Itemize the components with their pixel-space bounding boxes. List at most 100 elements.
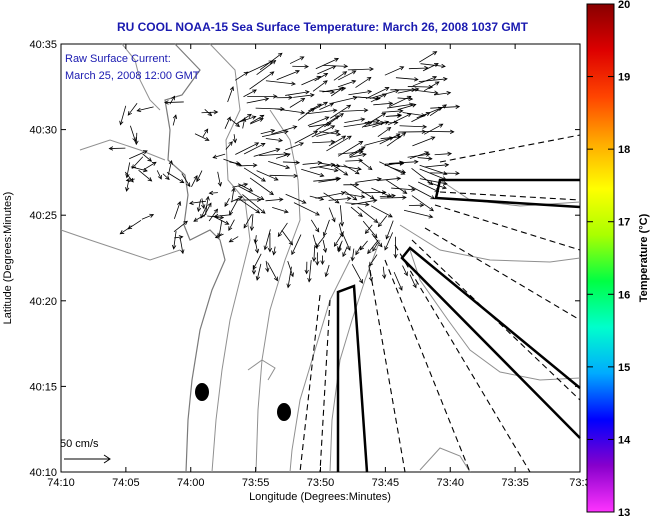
x-tick-label: 74:05 (112, 477, 140, 489)
current-vector-arrow (204, 109, 213, 117)
current-vector-arrow (214, 233, 224, 239)
current-vector-arrow (171, 231, 177, 250)
current-vector-arrow (129, 125, 137, 143)
current-vector-arrow (326, 135, 352, 152)
current-vector-arrow (384, 232, 394, 251)
current-vector-arrow (419, 178, 448, 186)
current-vector-arrow (285, 193, 307, 204)
current-vector-arrow (267, 262, 278, 282)
current-vector-arrow (242, 194, 266, 214)
current-vector-arrow (307, 116, 330, 126)
current-vector-arrow (393, 271, 403, 291)
current-vector-arrow (365, 87, 390, 100)
current-vector-arrow (276, 95, 293, 100)
current-vector-arrow (377, 127, 392, 138)
current-vector-arrow (367, 239, 379, 255)
current-vector-arrow (350, 183, 375, 200)
current-vector-arrow (265, 260, 270, 273)
current-vector-arrow (268, 161, 291, 170)
current-vector-arrow (384, 66, 405, 76)
current-vector-arrow (229, 198, 239, 216)
current-vector-arrow (315, 191, 346, 199)
current-vector-arrow (414, 89, 439, 95)
current-vector-arrow (434, 90, 452, 96)
current-vector-arrow (341, 232, 351, 251)
current-vector-arrow (231, 187, 236, 203)
current-vector-arrow (359, 160, 373, 171)
current-vector-arrow (355, 76, 372, 88)
colorbar-tick-label: 17 (618, 217, 630, 229)
current-vector-arrow (225, 141, 233, 150)
current-vector-arrow (342, 246, 348, 258)
current-vector-arrow (372, 242, 379, 252)
current-vector-arrow (430, 104, 461, 109)
current-vector-arrow (237, 185, 265, 200)
x-tick-label: 73:35 (501, 477, 529, 489)
current-vector-arrow (341, 108, 369, 113)
current-vector-arrow (292, 64, 309, 69)
current-vector-arrow (348, 89, 373, 96)
x-tick-label: 73:45 (372, 477, 400, 489)
current-vector-arrow (323, 192, 340, 204)
scale-arrowhead (103, 454, 111, 464)
current-vector-arrow (364, 224, 373, 235)
current-vector-arrow (272, 206, 289, 214)
current-vector-arrow (386, 102, 414, 109)
current-vector-arrow (308, 103, 322, 112)
current-vector-arrow (409, 151, 430, 159)
current-vector-arrow (349, 152, 367, 158)
current-vector-arrow (243, 89, 257, 98)
radar-site-marker (277, 403, 291, 421)
y-axis-ticks: 40:35 40:30 40:25 40:20 40:15 40:10 (29, 39, 580, 479)
current-vector-arrow (412, 75, 438, 87)
current-vector-arrow (351, 198, 378, 206)
current-vector-arrow (241, 117, 247, 129)
current-vector-arrow (364, 120, 385, 128)
current-vector-arrow (293, 202, 320, 216)
current-vector-arrow (213, 216, 230, 225)
current-vector-arrow (289, 56, 305, 64)
current-vector-arrow (259, 52, 283, 71)
current-vector-arrow (318, 177, 341, 183)
current-vector-arrow (345, 158, 364, 163)
plot-frame (60, 43, 581, 473)
current-vector-arrow (125, 180, 130, 192)
current-vector-arrow (307, 260, 312, 283)
x-tick-label: 74:10 (47, 477, 75, 489)
current-vector-arrow (108, 146, 126, 151)
current-vector-arrow (411, 112, 431, 123)
current-vector-arrow (408, 184, 436, 200)
current-vector-arrow (343, 182, 360, 187)
current-vector-arrow (230, 196, 243, 203)
x-tick-label: 73:50 (307, 477, 335, 489)
current-vector-arrow (188, 200, 207, 206)
surface-current-vectors (108, 51, 461, 291)
current-vector-arrow (407, 84, 434, 90)
current-vector-arrow (196, 170, 203, 183)
current-vector-arrow (243, 214, 253, 229)
current-vector-arrow (420, 63, 446, 69)
current-vector-arrow (247, 94, 278, 99)
current-vector-arrow (267, 233, 273, 253)
current-vector-arrow (330, 95, 358, 104)
current-vector-arrow (385, 179, 408, 194)
current-vector-arrow (294, 130, 319, 144)
current-vector-arrow (349, 146, 366, 156)
current-vector-arrow (350, 206, 363, 218)
current-vector-arrow (418, 76, 448, 83)
current-vector-arrow (380, 195, 407, 200)
current-vector-arrow (345, 193, 366, 199)
current-vector-arrow (324, 264, 330, 278)
current-vector-arrow (238, 198, 261, 214)
current-vector-arrow (317, 65, 337, 75)
current-vector-arrow (130, 166, 148, 173)
current-vector-arrow (235, 142, 260, 155)
current-vector-arrow (328, 207, 336, 223)
current-vector-arrow (223, 158, 243, 167)
current-vector-arrow (252, 253, 262, 271)
current-vector-arrow (422, 63, 439, 72)
current-vector-arrow (173, 220, 188, 233)
current-vector-arrow (207, 215, 225, 220)
current-vector-arrow (249, 117, 264, 125)
current-vector-arrow (393, 236, 398, 259)
